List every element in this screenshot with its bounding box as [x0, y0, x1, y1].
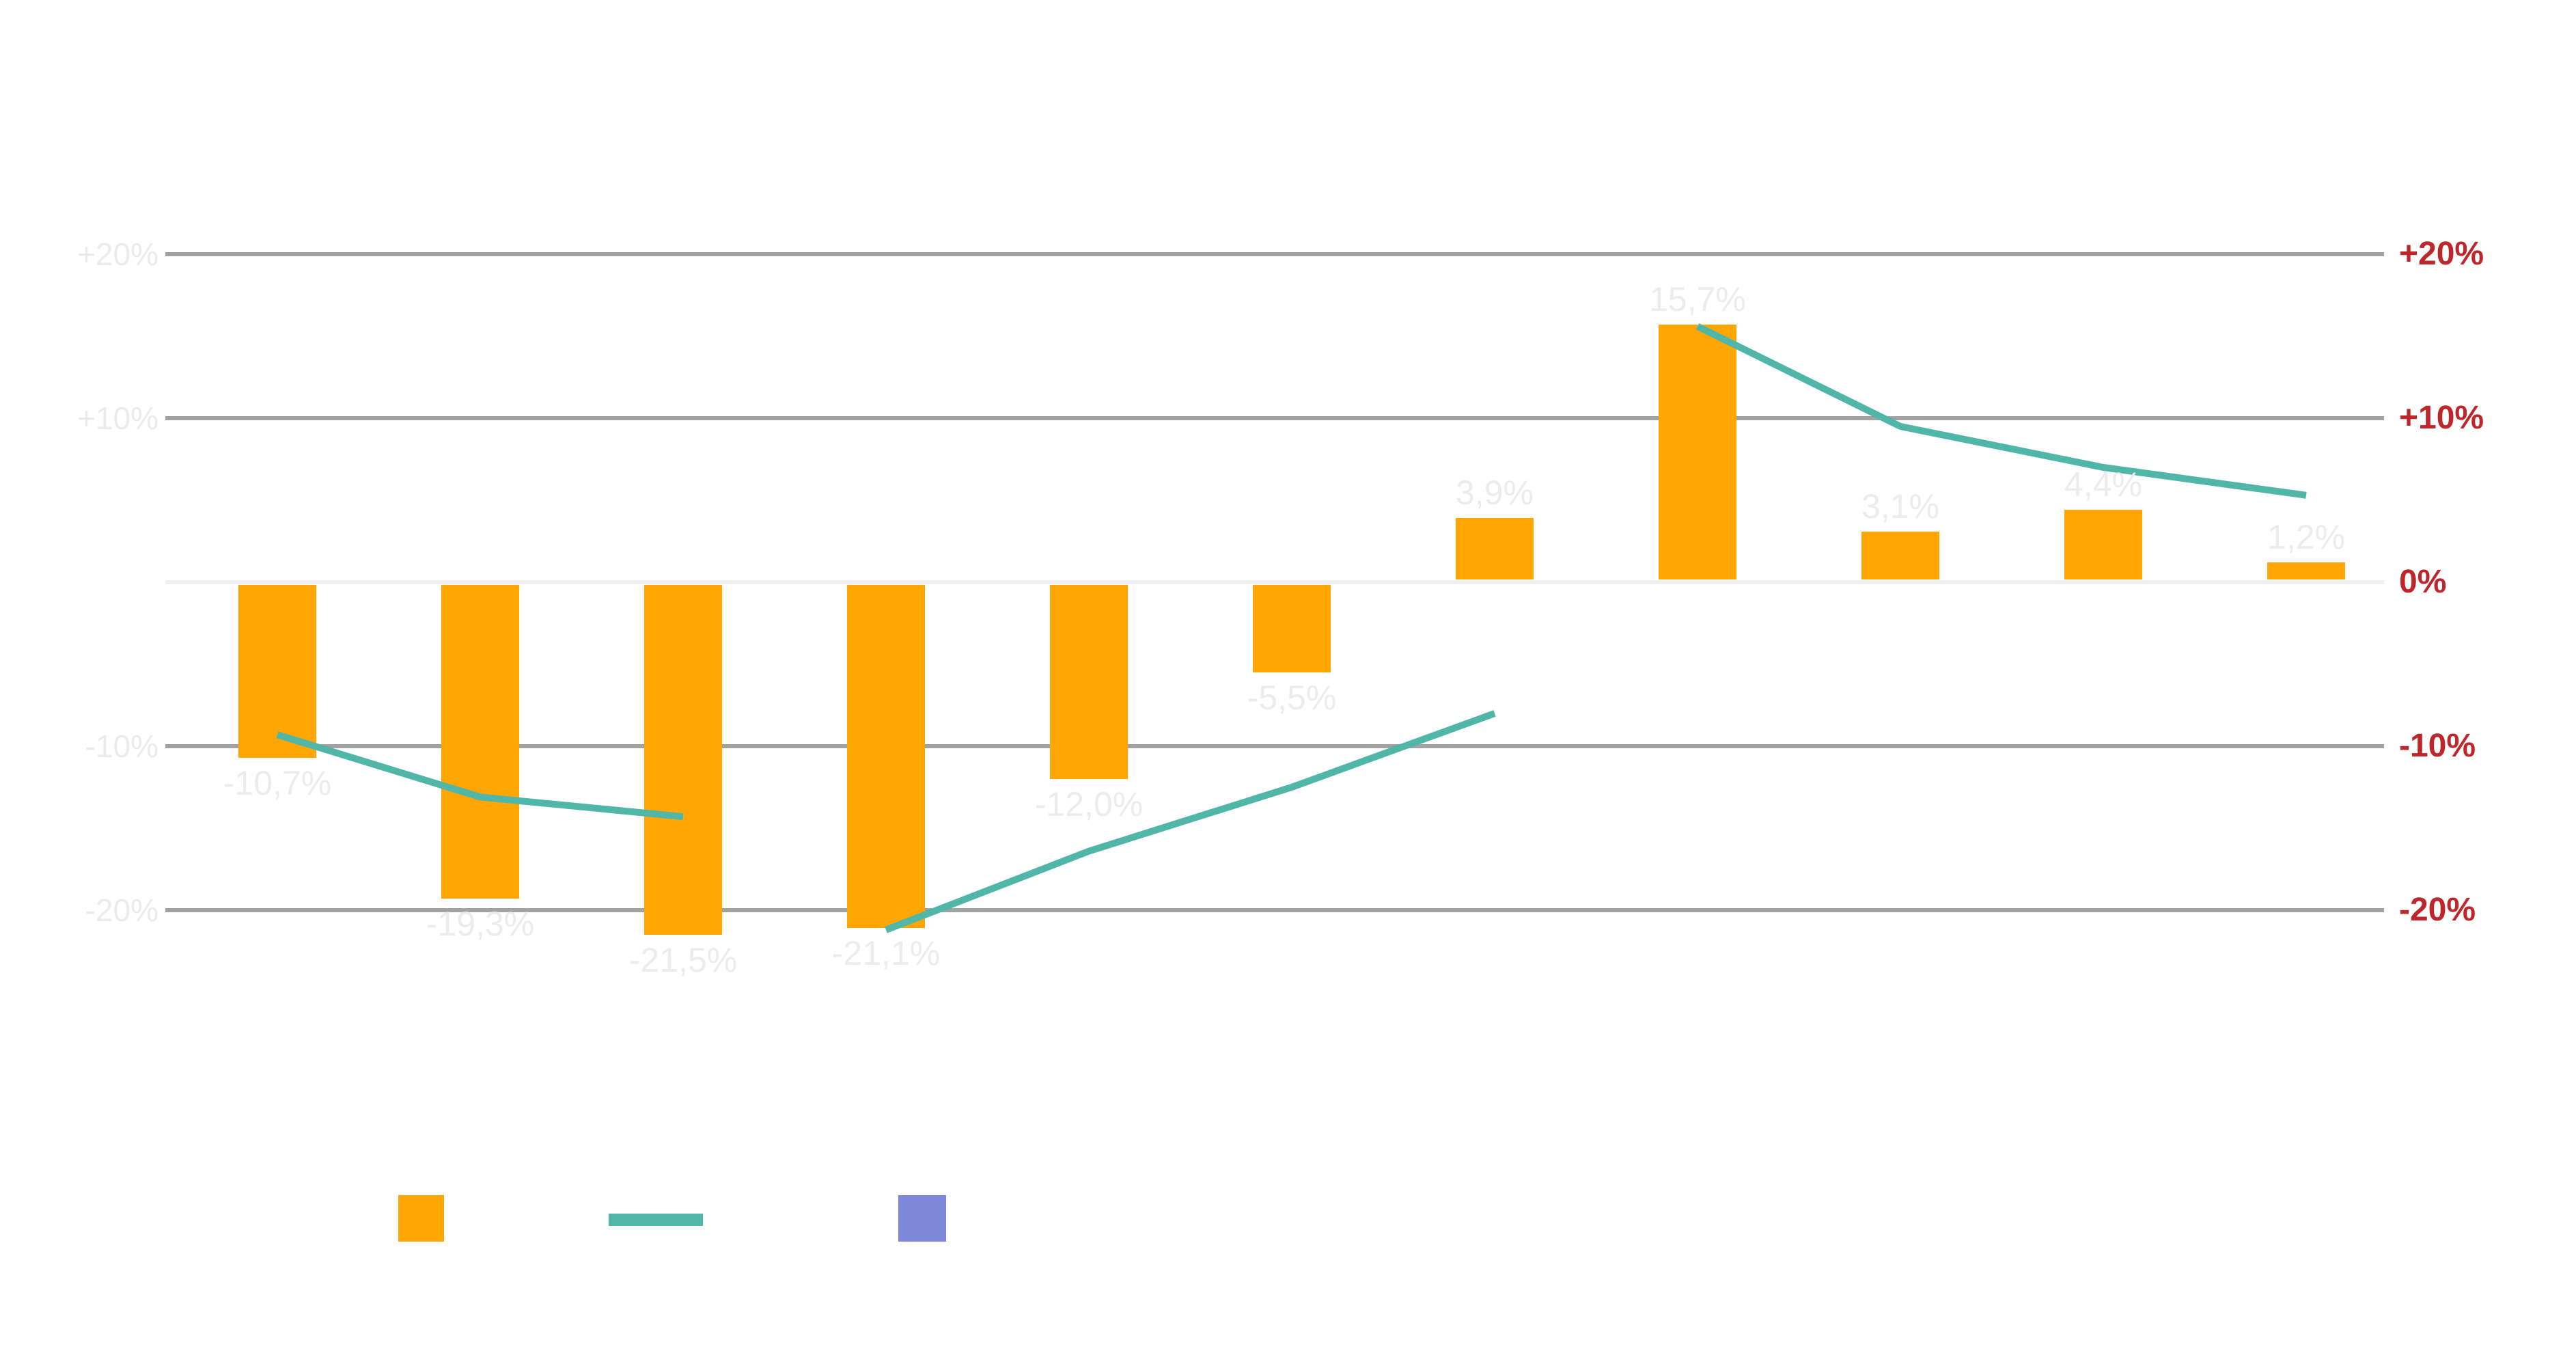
bar-value-label-1: -10,7%: [223, 763, 332, 802]
bar-5[interactable]: [1050, 585, 1128, 779]
legend-item-3[interactable]: [898, 1195, 946, 1242]
y-axis-left-label--20: -20%: [85, 892, 158, 928]
legend-swatch-bar-square: [398, 1195, 444, 1242]
bar-7[interactable]: [1456, 518, 1534, 579]
gridline-20pct: [165, 252, 2384, 256]
bar-value-label-5: -12,0%: [1034, 785, 1144, 823]
legend-swatch-square: [898, 1195, 946, 1242]
bar-value-label-10: 4,4%: [2064, 465, 2142, 504]
gridline-10pct: [165, 416, 2384, 420]
bar-2[interactable]: [441, 585, 519, 899]
gridline--20pct: [165, 908, 2384, 912]
bar-8[interactable]: [1659, 325, 1736, 579]
bar-value-label-3: -21,5%: [628, 941, 738, 979]
trend-line-segment-1[interactable]: [276, 731, 684, 821]
legend-item-2[interactable]: [609, 1214, 703, 1226]
y-axis-left-label--10: -10%: [85, 728, 158, 764]
bar-value-label-6: -5,5%: [1247, 679, 1337, 717]
legend-swatch-line: [609, 1214, 703, 1226]
y-axis-left-label-10: +10%: [77, 400, 158, 436]
bar-3[interactable]: [644, 585, 722, 935]
legend-item-1[interactable]: [398, 1195, 444, 1242]
bar-value-label-2: -19,3%: [426, 905, 535, 944]
bar-11[interactable]: [2267, 562, 2345, 579]
bar-1[interactable]: [238, 585, 316, 758]
bar-9[interactable]: [1861, 531, 1939, 579]
bar-value-label-4: -21,1%: [831, 934, 941, 973]
y-axis-right-label--20: -20%: [2399, 892, 2476, 928]
y-axis-left-label-20: +20%: [77, 236, 158, 272]
gridline--10pct: [165, 744, 2384, 748]
trend-line-segment-2[interactable]: [885, 710, 1496, 933]
bar-4[interactable]: [847, 585, 925, 929]
bar-10[interactable]: [2064, 510, 2142, 579]
trend-line-segment-3[interactable]: [1695, 323, 2307, 499]
bar-6[interactable]: [1253, 585, 1331, 672]
bar-value-label-9: 3,1%: [1861, 487, 1939, 525]
bar-value-label-11: 1,2%: [2267, 518, 2345, 557]
y-axis-right-label--10: -10%: [2399, 728, 2476, 764]
y-axis-right-label-10: +10%: [2399, 400, 2484, 436]
y-axis-right-label-0: 0%: [2399, 564, 2447, 600]
gridline-0pct: [165, 580, 2384, 584]
bar-value-label-8: 15,7%: [1649, 280, 1746, 319]
bar-value-label-7: 3,9%: [1456, 474, 1534, 512]
y-axis-right-label-20: +20%: [2399, 236, 2484, 272]
